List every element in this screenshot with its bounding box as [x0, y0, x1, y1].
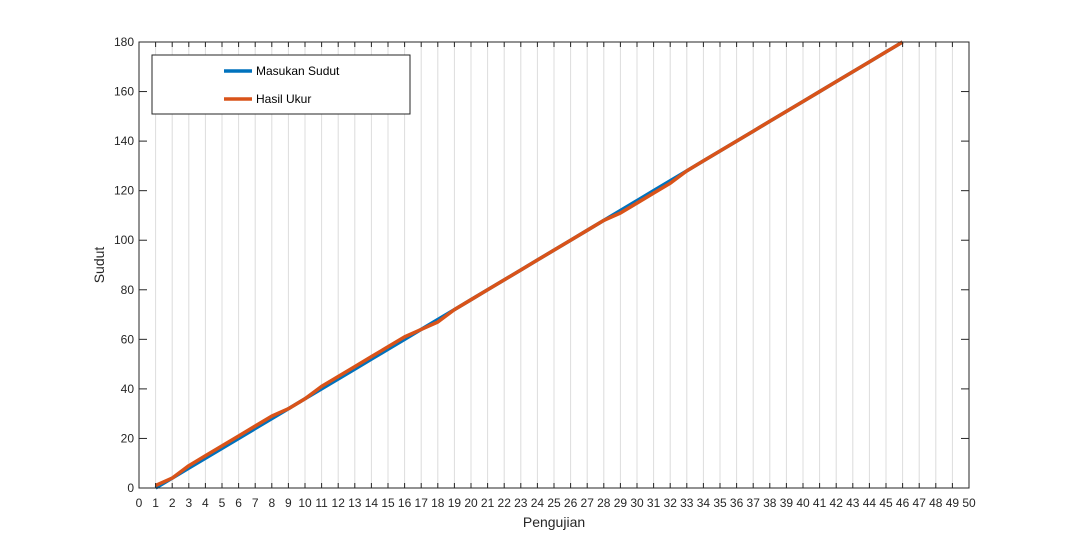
- x-tick-label: 43: [846, 496, 860, 510]
- y-tick-label: 80: [121, 283, 135, 297]
- x-tick-label: 6: [235, 496, 242, 510]
- x-tick-label: 48: [929, 496, 943, 510]
- x-tick-label: 38: [763, 496, 777, 510]
- y-tick-label: 180: [114, 35, 134, 49]
- x-tick-label: 3: [185, 496, 192, 510]
- y-tick-labels: 0 20 40 60 80 100 120 140 160 180: [114, 35, 134, 495]
- series-lines: [154, 40, 904, 490]
- y-tick-label: 140: [114, 134, 134, 148]
- x-tick-label: 26: [564, 496, 578, 510]
- x-tick-label: 4: [202, 496, 209, 510]
- x-axis-label: Pengujian: [523, 514, 585, 530]
- x-tick-label: 9: [285, 496, 292, 510]
- x-tick-label: 7: [252, 496, 259, 510]
- x-tick-label: 10: [298, 496, 312, 510]
- x-tick-label: 21: [481, 496, 495, 510]
- y-tick-label: 20: [121, 431, 135, 445]
- x-tick-label: 32: [664, 496, 678, 510]
- x-tick-label: 5: [219, 496, 226, 510]
- x-tick-label: 1: [152, 496, 159, 510]
- x-tick-label: 44: [863, 496, 877, 510]
- x-tick-label: 41: [813, 496, 827, 510]
- y-axis-label: Sudut: [91, 247, 107, 284]
- x-tick-label: 40: [796, 496, 810, 510]
- x-tick-label: 50: [962, 496, 976, 510]
- x-tick-label: 0: [136, 496, 143, 510]
- legend: Masukan Sudut Hasil Ukur: [151, 54, 411, 115]
- y-tick-label: 160: [114, 85, 134, 99]
- x-tick-label: 42: [830, 496, 844, 510]
- x-tick-label: 47: [913, 496, 927, 510]
- x-tick-label: 33: [680, 496, 694, 510]
- x-tick-label: 31: [647, 496, 661, 510]
- x-tick-label: 18: [431, 496, 445, 510]
- x-tick-label: 8: [268, 496, 275, 510]
- x-tick-label: 2: [169, 496, 176, 510]
- legend-label-hasil-ukur: Hasil Ukur: [256, 92, 311, 106]
- x-tick-label: 49: [946, 496, 960, 510]
- x-tick-label: 29: [614, 496, 628, 510]
- x-tick-label: 35: [713, 496, 727, 510]
- y-tick-label: 100: [114, 233, 134, 247]
- x-tick-label: 13: [348, 496, 362, 510]
- legend-label-masukan-sudut: Masukan Sudut: [256, 64, 340, 78]
- x-tick-label: 17: [415, 496, 429, 510]
- x-tick-label: 27: [581, 496, 595, 510]
- series-line-hasil-ukur: [154, 40, 904, 488]
- x-tick-label: 24: [531, 496, 545, 510]
- legend-box: [151, 54, 411, 115]
- x-tick-label: 23: [514, 496, 528, 510]
- y-tick-label: 60: [121, 332, 135, 346]
- x-tick-label: 39: [780, 496, 794, 510]
- axis-ticks: [138, 41, 970, 489]
- y-tick-label: 40: [121, 382, 135, 396]
- x-tick-label: 20: [464, 496, 478, 510]
- x-tick-label: 34: [697, 496, 711, 510]
- x-tick-label: 25: [547, 496, 561, 510]
- x-tick-label: 37: [747, 496, 761, 510]
- x-tick-label: 11: [315, 496, 328, 510]
- x-tick-label: 16: [398, 496, 412, 510]
- x-tick-label: 15: [381, 496, 395, 510]
- x-tick-label: 14: [365, 496, 379, 510]
- x-tick-label: 28: [597, 496, 611, 510]
- x-grid: [155, 42, 953, 488]
- y-tick-label: 0: [127, 481, 134, 495]
- x-tick-label: 46: [896, 496, 910, 510]
- x-tick-label: 45: [879, 496, 893, 510]
- x-tick-label: 22: [498, 496, 512, 510]
- y-tick-label: 120: [114, 184, 134, 198]
- x-tick-label: 12: [332, 496, 346, 510]
- x-tick-labels: 0 1 2 3 4 5 6 7 8 9 10 11 12 13 14 15 16 17 18 19 20 21 22 23 24…: [136, 496, 976, 510]
- x-tick-label: 19: [448, 496, 462, 510]
- x-tick-label: 30: [630, 496, 644, 510]
- x-tick-label: 36: [730, 496, 744, 510]
